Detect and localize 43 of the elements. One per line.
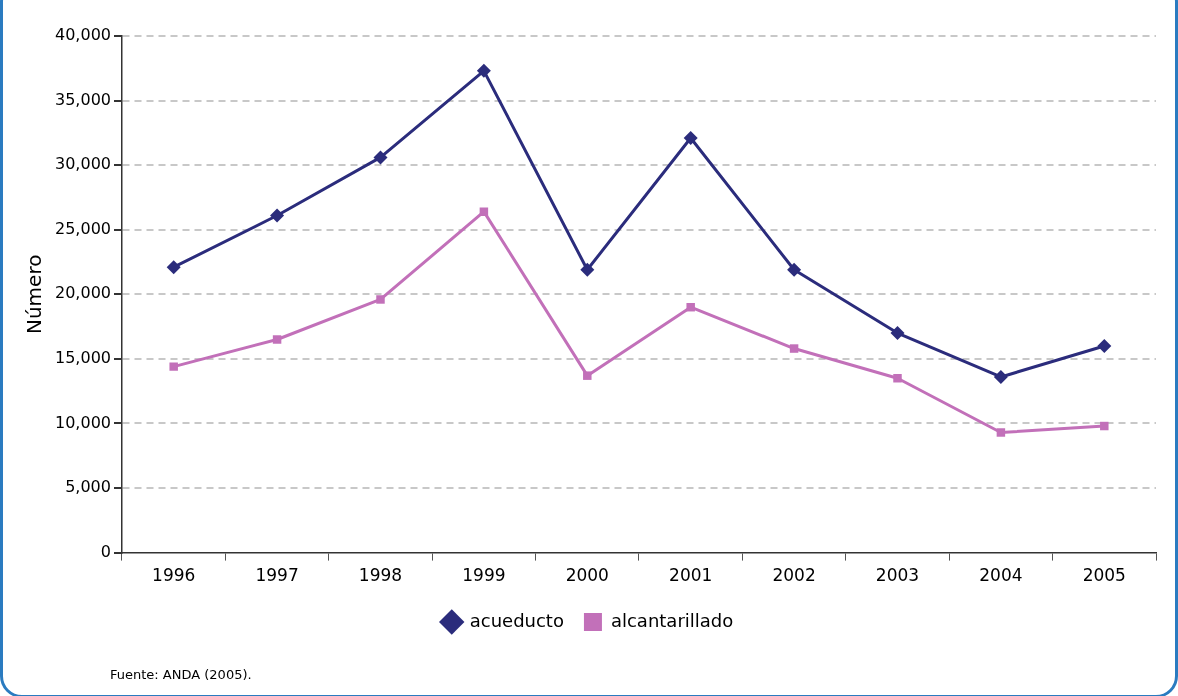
source-note: Fuente: ANDA (2005). <box>110 667 252 682</box>
point <box>272 335 282 344</box>
point <box>376 295 385 304</box>
point <box>1097 338 1112 353</box>
y-axis-title: Número <box>22 254 47 335</box>
x-tick-label: 1997 <box>255 565 299 586</box>
point <box>583 371 592 380</box>
point <box>270 208 285 223</box>
point <box>476 63 491 78</box>
legend-label: acueducto <box>469 609 564 631</box>
point <box>787 262 802 277</box>
y-tick-label: 15,000 <box>55 348 111 368</box>
x-tick-label: 2000 <box>565 565 609 586</box>
point <box>890 326 905 341</box>
y-tick-label: 40,000 <box>55 25 111 45</box>
y-tick-label: 5,000 <box>65 477 111 497</box>
point <box>169 362 178 371</box>
x-tick-label: 2004 <box>979 565 1023 586</box>
point <box>373 150 388 165</box>
point <box>479 207 489 216</box>
x-tick-label: 2003 <box>875 565 920 586</box>
x-tick-label: 2005 <box>1082 565 1126 586</box>
y-tick-label: 25,000 <box>55 218 111 238</box>
y-tick-label: 10,000 <box>55 412 111 432</box>
point <box>683 131 698 146</box>
point <box>1100 421 1109 431</box>
y-tick-label: 0 <box>100 541 111 561</box>
y-tick-label: 20,000 <box>55 283 111 303</box>
legend-label: alcantarillado <box>610 609 734 631</box>
x-tick-label: 1999 <box>462 565 506 586</box>
point <box>789 344 799 353</box>
point <box>893 374 902 383</box>
x-tick-label: 1998 <box>358 565 403 586</box>
x-tick-label: 2001 <box>669 565 713 586</box>
point <box>686 302 695 312</box>
point <box>996 428 1006 437</box>
y-tick-label: 35,000 <box>55 89 111 109</box>
point <box>166 260 181 275</box>
point <box>993 369 1008 384</box>
x-tick-label: 2002 <box>772 565 816 586</box>
x-tick-label: 1996 <box>152 565 196 586</box>
y-tick-label: 30,000 <box>55 154 111 174</box>
point <box>580 262 595 277</box>
